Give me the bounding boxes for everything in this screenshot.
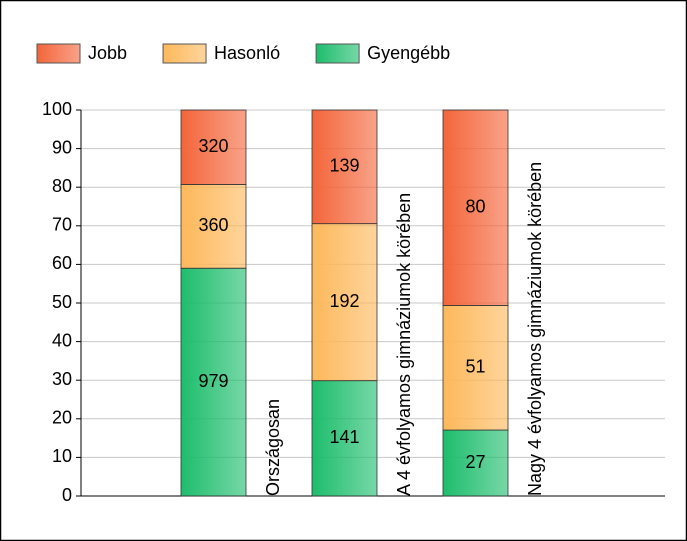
data-label: 27 bbox=[465, 452, 485, 472]
bar-segment bbox=[442, 305, 509, 431]
y-tick-label: 0 bbox=[62, 485, 72, 505]
data-label: 139 bbox=[329, 156, 359, 176]
y-tick-label: 30 bbox=[52, 369, 72, 389]
bar-segment bbox=[442, 109, 509, 306]
bar-segment bbox=[311, 109, 378, 225]
y-tick-label: 40 bbox=[52, 330, 72, 350]
bar-segment bbox=[311, 380, 378, 497]
data-label: 320 bbox=[198, 136, 228, 156]
legend-swatch bbox=[162, 43, 207, 64]
bar-segment bbox=[311, 223, 378, 382]
data-label: 192 bbox=[329, 291, 359, 311]
y-tick-label: 10 bbox=[52, 446, 72, 466]
legend-swatch bbox=[315, 43, 360, 64]
x-tick-label: Országosan bbox=[263, 398, 283, 496]
data-label: 979 bbox=[198, 371, 228, 391]
legend-swatch bbox=[36, 43, 81, 64]
legend-label: Hasonló bbox=[214, 43, 280, 63]
x-tick-label: Nagy 4 évfolyamos gimnáziumok körében bbox=[525, 161, 545, 496]
x-tick-label: A 4 évfolyamos gimnáziumok körében bbox=[394, 192, 414, 496]
legend-label: Jobb bbox=[88, 43, 127, 63]
y-tick-label: 100 bbox=[42, 99, 72, 119]
y-tick-label: 20 bbox=[52, 408, 72, 428]
data-label: 141 bbox=[329, 427, 359, 447]
y-tick-label: 50 bbox=[52, 292, 72, 312]
legend-label: Gyengébb bbox=[367, 43, 450, 63]
data-label: 80 bbox=[465, 196, 485, 216]
bar-segment bbox=[442, 429, 509, 497]
data-label: 360 bbox=[198, 215, 228, 235]
y-tick-label: 60 bbox=[52, 253, 72, 273]
data-label: 51 bbox=[465, 356, 485, 376]
y-tick-label: 70 bbox=[52, 215, 72, 235]
bar-segment bbox=[180, 109, 247, 185]
bar-segment bbox=[180, 267, 247, 497]
y-tick-label: 80 bbox=[52, 176, 72, 196]
y-tick-label: 90 bbox=[52, 137, 72, 157]
